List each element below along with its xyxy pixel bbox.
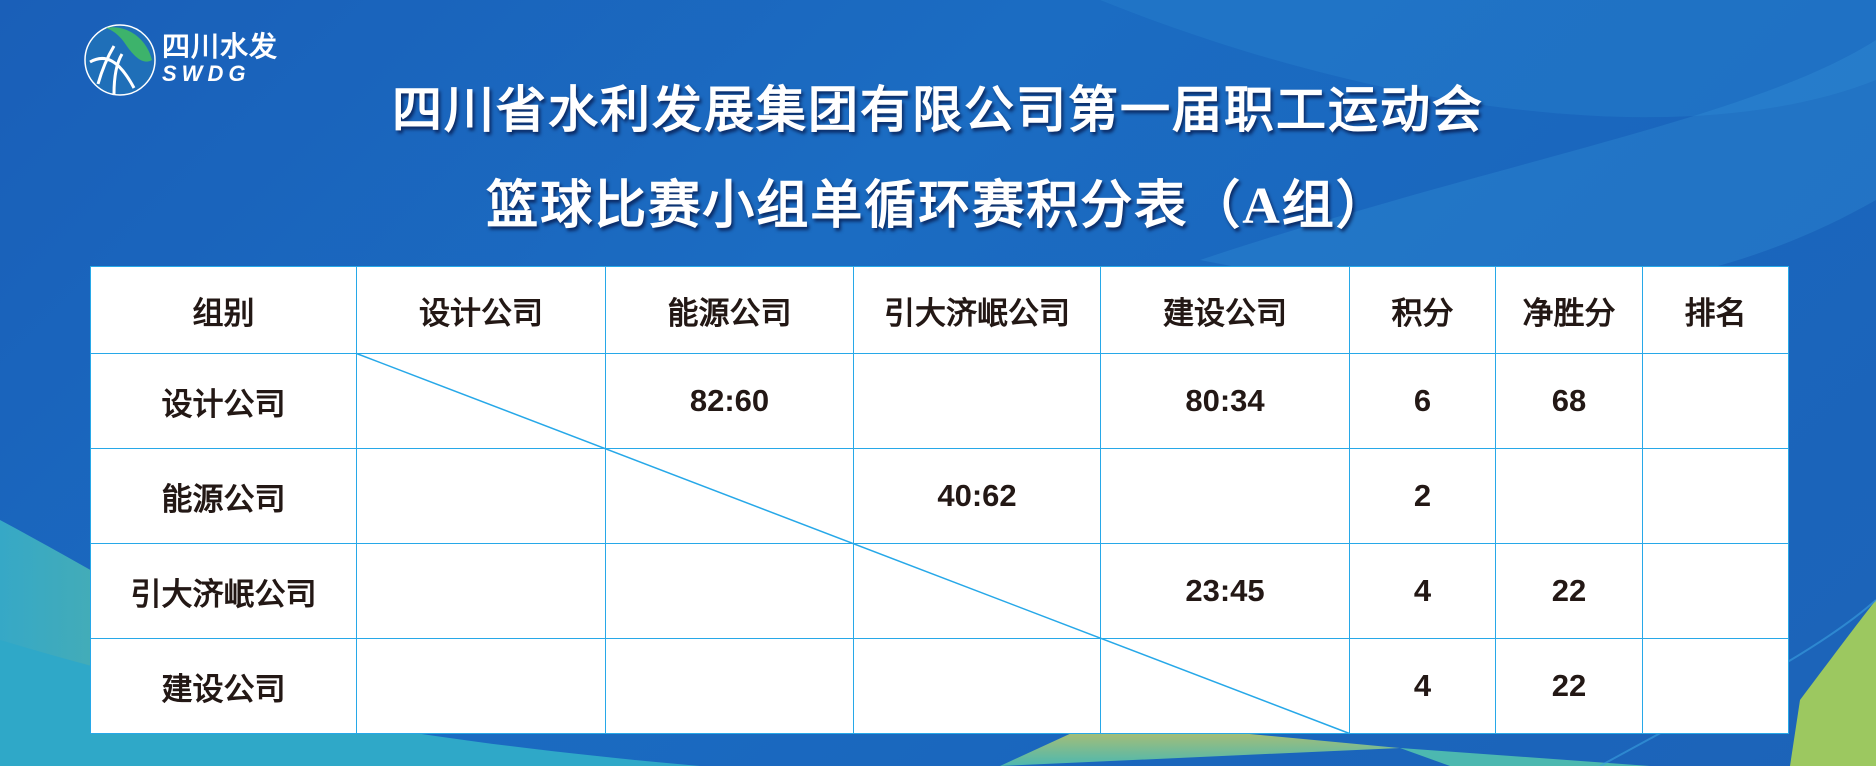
cell [1100,448,1350,544]
cell [1495,448,1643,544]
cell [356,543,606,639]
cell [605,448,854,544]
cell: 6 [1349,353,1496,449]
cell [853,543,1101,639]
cell [356,638,606,734]
header-cell: 建设公司 [1100,266,1350,354]
header-cell: 引大济岷公司 [853,266,1101,354]
table-header-row: 组别 设计公司 能源公司 引大济岷公司 建设公司 积分 净胜分 排名 [90,266,1789,354]
logo-wordmark: 四川水发 SWDG [162,32,278,86]
logo-en-text: SWDG [162,61,251,86]
cell: 引大济岷公司 [90,543,357,639]
page-subtitle: 篮球比赛小组单循环赛积分表（A组） [486,178,1390,235]
cell: 82:60 [605,353,854,449]
logo-cn-text: 四川水发 [162,31,279,62]
cell [1642,543,1789,639]
table-row: 建设公司 4 22 [90,638,1789,734]
cell [1642,353,1789,449]
cell [605,638,854,734]
cell: 22 [1495,543,1643,639]
cell: 设计公司 [90,353,357,449]
table-row: 设计公司 82:60 80:34 6 68 [90,353,1789,449]
header-cell: 积分 [1349,266,1496,354]
cell: 40:62 [853,448,1101,544]
cell [853,638,1101,734]
cell: 能源公司 [90,448,357,544]
cell: 22 [1495,638,1643,734]
cell: 4 [1349,543,1496,639]
header-cell: 设计公司 [356,266,606,354]
cell [356,448,606,544]
cell: 23:45 [1100,543,1350,639]
header-cell: 净胜分 [1495,266,1643,354]
cell [1642,448,1789,544]
cell [1642,638,1789,734]
table-row: 能源公司 40:62 2 [90,448,1789,544]
header-cell: 能源公司 [605,266,854,354]
cell: 建设公司 [90,638,357,734]
table-row: 引大济岷公司 23:45 4 22 [90,543,1789,639]
cell: 4 [1349,638,1496,734]
header-cell: 排名 [1642,266,1789,354]
cell [853,353,1101,449]
cell [356,353,606,449]
cell: 68 [1495,353,1643,449]
standings-table: 组别 设计公司 能源公司 引大济岷公司 建设公司 积分 净胜分 排名 设计公司 8… [90,266,1789,734]
header-cell: 组别 [90,266,357,354]
swdg-logo-icon [84,24,156,96]
page-title: 四川省水利发展集团有限公司第一届职工运动会 [392,82,1484,138]
cell [605,543,854,639]
cell: 2 [1349,448,1496,544]
cell: 80:34 [1100,353,1350,449]
cell [1100,638,1350,734]
